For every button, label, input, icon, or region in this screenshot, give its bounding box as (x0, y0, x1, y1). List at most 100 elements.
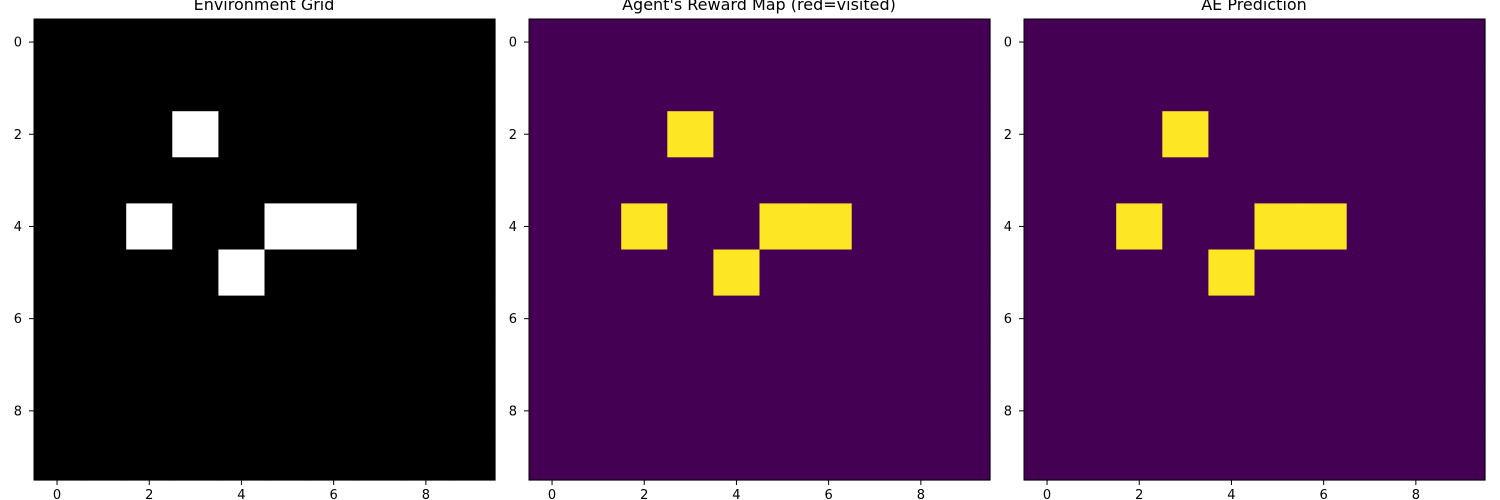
heatmap-cell-r9-c4 (218, 433, 266, 481)
heatmap-cell-r3-c1 (575, 157, 622, 204)
heatmap-cell-r3-c3 (667, 157, 714, 204)
heatmap-cell-r7-c7 (1346, 341, 1394, 389)
heatmap-cell-r5-c1 (575, 249, 622, 297)
y-tick-label: 6 (1004, 312, 1012, 327)
heatmap-cell-r3-c5 (264, 157, 312, 204)
heatmap-cell-r0-c0 (34, 19, 81, 66)
heatmap-cell-r2-c3 (667, 111, 714, 158)
heatmap-cell-r9-c3 (1162, 433, 1209, 481)
heatmap-cell-r8-c7 (851, 387, 899, 435)
heatmap-cell-r6-c2 (126, 295, 173, 343)
heatmap-cell-r2-c5 (264, 111, 312, 158)
heatmap-cell-r2-c9 (943, 111, 991, 158)
heatmap-cell-r7-c4 (218, 341, 266, 389)
heatmap-cell-r1-c6 (1300, 65, 1348, 112)
heatmap-cell-r0-c7 (356, 19, 404, 66)
heatmap-cell-r3-c8 (1392, 157, 1440, 204)
heatmap-cell-r5-c3 (667, 249, 714, 297)
heatmap-cell-r8-c7 (1346, 387, 1394, 435)
heatmap-cell-r4-c1 (1070, 203, 1117, 251)
heatmap-cell-r4-c7 (356, 203, 404, 251)
heatmap-cell-r7-c2 (1116, 341, 1163, 389)
axes-frame (33, 18, 496, 481)
y-tick-label: 2 (14, 128, 22, 143)
heatmap-cell-r5-c7 (356, 249, 404, 297)
heatmap-cell-r6-c1 (1070, 295, 1117, 343)
heatmap-cell-r5-c9 (448, 249, 496, 297)
heatmap-cell-r3-c1 (80, 157, 127, 204)
heatmap-cell-r5-c6 (1300, 249, 1348, 297)
heatmap-cell-r6-c3 (172, 295, 219, 343)
heatmap-cell-r7-c1 (575, 341, 622, 389)
heatmap-cell-r4-c6 (310, 203, 358, 251)
heatmap-cell-r3-c6 (310, 157, 358, 204)
heatmap-cell-r2-c2 (621, 111, 668, 158)
heatmap-cell-r4-c8 (1392, 203, 1440, 251)
y-tick-label: 4 (1004, 220, 1012, 235)
heatmap-cell-r3-c3 (172, 157, 219, 204)
heatmap-cell-r3-c8 (402, 157, 450, 204)
heatmap-cell-r7-c1 (80, 341, 127, 389)
heatmap-cell-r8-c3 (172, 387, 219, 435)
heatmap-cell-r5-c1 (80, 249, 127, 297)
heatmap-cell-r0-c2 (1116, 19, 1163, 66)
heatmap-cell-r0-c8 (402, 19, 450, 66)
heatmap-cell-r7-c1 (1070, 341, 1117, 389)
axis-ticks: 0 2 4 6 8 0 2 4 6 8 (14, 18, 496, 500)
heatmap-cell-r5-c1 (1070, 249, 1117, 297)
heatmap-cell-r1-c7 (851, 65, 899, 112)
heatmap-cell-r7-c0 (1024, 341, 1071, 389)
x-tick-label: 8 (422, 488, 430, 500)
heatmap-cell-r7-c8 (897, 341, 945, 389)
heatmap-cell-r9-c9 (1438, 433, 1486, 481)
heatmap-cell-r3-c8 (897, 157, 945, 204)
heatmap-cell-r5-c5 (264, 249, 312, 297)
heatmap-cell-r5-c2 (1116, 249, 1163, 297)
heatmap-cell-r6-c5 (1254, 295, 1302, 343)
heatmap-cell-r8-c6 (310, 387, 358, 435)
heatmap-cell-r0-c8 (897, 19, 945, 66)
heatmap-cell-r4-c5 (1254, 203, 1302, 251)
heatmap-cell-r2-c0 (34, 111, 81, 158)
heatmap-cell-r4-c1 (575, 203, 622, 251)
heatmap-cell-r0-c4 (218, 19, 266, 66)
heatmap-cell-r8-c7 (356, 387, 404, 435)
heatmap-cell-r9-c7 (356, 433, 404, 481)
heatmap-cell-r0-c9 (1438, 19, 1486, 66)
heatmap-cell-r1-c9 (943, 65, 991, 112)
heatmap-cell-r3-c6 (805, 157, 853, 204)
heatmap-cell-r2-c0 (1024, 111, 1071, 158)
heatmap-cell-r1-c4 (1208, 65, 1256, 112)
heatmap-cell-r7-c3 (1162, 341, 1209, 389)
heatmap-cell-r6-c8 (402, 295, 450, 343)
heatmap-cell-r7-c0 (529, 341, 576, 389)
heatmap-cell-r9-c2 (621, 433, 668, 481)
heatmap-cell-r9-c0 (529, 433, 576, 481)
heatmap-cell-r6-c1 (575, 295, 622, 343)
heatmap-cell-r1-c0 (1024, 65, 1071, 112)
heatmap-cell-r5-c7 (1346, 249, 1394, 297)
heatmap-cell-r8-c2 (621, 387, 668, 435)
y-tick-label: 8 (14, 404, 22, 419)
heatmap-cell-r1-c8 (1392, 65, 1440, 112)
heatmap-cell-r8-c3 (1162, 387, 1209, 435)
heatmap-cell-r0-c3 (1162, 19, 1209, 66)
heatmap-cell-r2-c6 (805, 111, 853, 158)
heatmap-cell-r9-c7 (851, 433, 899, 481)
axis-ticks: 0 2 4 6 8 0 2 4 6 8 (509, 18, 991, 500)
heatmap-cell-r3-c7 (851, 157, 899, 204)
heatmap-cell-r2-c9 (1438, 111, 1486, 158)
heatmap-cell-r7-c6 (1300, 341, 1348, 389)
heatmap-cell-r1-c4 (713, 65, 761, 112)
heatmap-cell-r8-c4 (713, 387, 761, 435)
heatmap-cell-r5-c4 (1208, 249, 1256, 297)
heatmap-cell-r9-c5 (264, 433, 312, 481)
heatmap-cell-r3-c4 (713, 157, 761, 204)
heatmap-cell-r7-c8 (1392, 341, 1440, 389)
heatmap-cell-r0-c1 (80, 19, 127, 66)
heatmap-cell-r7-c0 (34, 341, 81, 389)
heatmap-cell-r8-c6 (805, 387, 853, 435)
heatmap-cell-r8-c6 (1300, 387, 1348, 435)
heatmap-cell-r3-c6 (1300, 157, 1348, 204)
panel-ae-prediction: AE Prediction 0 2 4 6 8 0 2 4 6 8 (1004, 0, 1486, 500)
